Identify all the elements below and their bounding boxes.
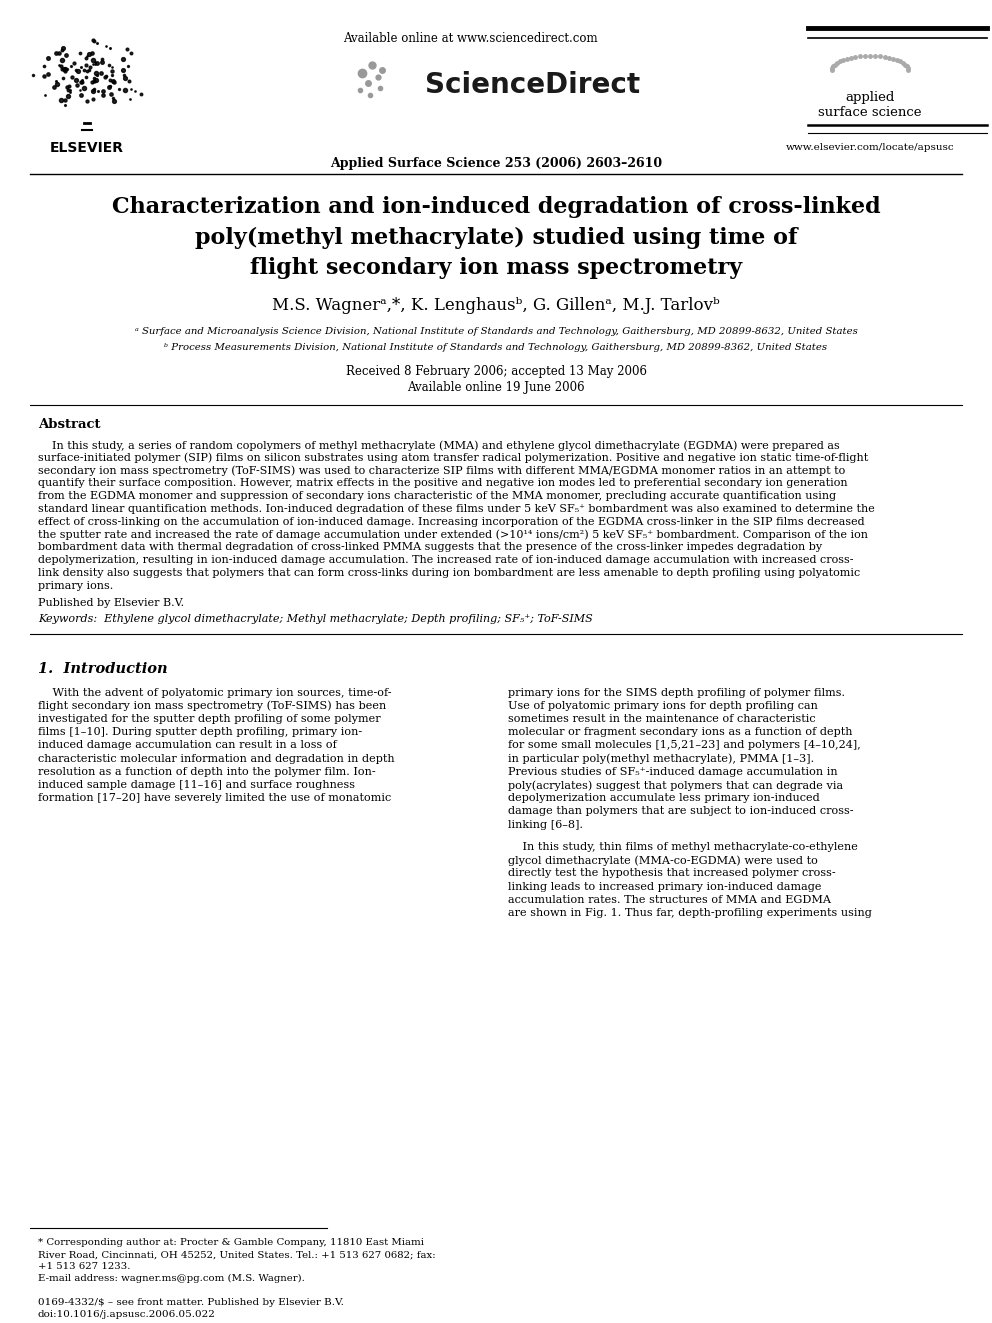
Text: Abstract: Abstract	[38, 418, 100, 431]
Text: molecular or fragment secondary ions as a function of depth: molecular or fragment secondary ions as …	[508, 728, 852, 737]
Text: poly(methyl methacrylate) studied using time of: poly(methyl methacrylate) studied using …	[194, 228, 798, 249]
Text: +1 513 627 1233.: +1 513 627 1233.	[38, 1262, 131, 1271]
Text: In this study, thin films of methyl methacrylate-co-ethylene: In this study, thin films of methyl meth…	[508, 841, 858, 852]
Text: * Corresponding author at: Procter & Gamble Company, 11810 East Miami: * Corresponding author at: Procter & Gam…	[38, 1238, 424, 1248]
Text: ScienceDirect: ScienceDirect	[425, 71, 640, 99]
Text: surface-initiated polymer (SIP) films on silicon substrates using atom transfer : surface-initiated polymer (SIP) films on…	[38, 452, 868, 463]
Text: With the advent of polyatomic primary ion sources, time-of-: With the advent of polyatomic primary io…	[38, 688, 392, 697]
Text: primary ions.: primary ions.	[38, 581, 113, 591]
Text: E-mail address: wagner.ms@pg.com (M.S. Wagner).: E-mail address: wagner.ms@pg.com (M.S. W…	[38, 1274, 305, 1283]
Text: ELSEVIER: ELSEVIER	[50, 142, 124, 155]
Text: formation [17–20] have severely limited the use of monatomic: formation [17–20] have severely limited …	[38, 794, 391, 803]
Text: link density also suggests that polymers that can form cross-links during ion bo: link density also suggests that polymers…	[38, 568, 860, 578]
Text: films [1–10]. During sputter depth profiling, primary ion-: films [1–10]. During sputter depth profi…	[38, 728, 362, 737]
Text: resolution as a function of depth into the polymer film. Ion-: resolution as a function of depth into t…	[38, 767, 376, 777]
Text: damage than polymers that are subject to ion-induced cross-: damage than polymers that are subject to…	[508, 807, 853, 816]
Text: 1.  Introduction: 1. Introduction	[38, 662, 168, 676]
Text: Published by Elsevier B.V.: Published by Elsevier B.V.	[38, 598, 185, 607]
Text: directly test the hypothesis that increased polymer cross-: directly test the hypothesis that increa…	[508, 868, 835, 878]
Text: linking leads to increased primary ion-induced damage: linking leads to increased primary ion-i…	[508, 881, 821, 892]
Text: Use of polyatomic primary ions for depth profiling can: Use of polyatomic primary ions for depth…	[508, 701, 817, 710]
Text: Applied Surface Science 253 (2006) 2603–2610: Applied Surface Science 253 (2006) 2603–…	[330, 156, 662, 169]
Text: sometimes result in the maintenance of characteristic: sometimes result in the maintenance of c…	[508, 714, 815, 724]
Text: from the EGDMA monomer and suppression of secondary ions characteristic of the M: from the EGDMA monomer and suppression o…	[38, 491, 836, 501]
Text: investigated for the sputter depth profiling of some polymer: investigated for the sputter depth profi…	[38, 714, 381, 724]
Text: ᵃ Surface and Microanalysis Science Division, National Institute of Standards an: ᵃ Surface and Microanalysis Science Divi…	[135, 328, 857, 336]
Text: Previous studies of SF₅⁺-induced damage accumulation in: Previous studies of SF₅⁺-induced damage …	[508, 767, 837, 777]
Text: Keywords:  Ethylene glycol dimethacrylate; Methyl methacrylate; Depth profiling;: Keywords: Ethylene glycol dimethacrylate…	[38, 614, 593, 623]
Text: ᵇ Process Measurements Division, National Institute of Standards and Technology,: ᵇ Process Measurements Division, Nationa…	[165, 344, 827, 352]
Text: induced damage accumulation can result in a loss of: induced damage accumulation can result i…	[38, 741, 336, 750]
Text: Characterization and ion-induced degradation of cross-linked: Characterization and ion-induced degrada…	[112, 196, 880, 218]
Text: in particular poly(methyl methacrylate), PMMA [1–3].: in particular poly(methyl methacrylate),…	[508, 754, 814, 765]
Text: River Road, Cincinnati, OH 45252, United States. Tel.: +1 513 627 0682; fax:: River Road, Cincinnati, OH 45252, United…	[38, 1250, 435, 1259]
Text: quantify their surface composition. However, matrix effects in the positive and : quantify their surface composition. Howe…	[38, 479, 847, 488]
Text: characteristic molecular information and degradation in depth: characteristic molecular information and…	[38, 754, 395, 763]
Text: applied: applied	[845, 91, 895, 105]
Text: are shown in Fig. 1. Thus far, depth-profiling experiments using: are shown in Fig. 1. Thus far, depth-pro…	[508, 908, 872, 918]
Text: secondary ion mass spectrometry (ToF-SIMS) was used to characterize SIP films wi: secondary ion mass spectrometry (ToF-SIM…	[38, 466, 845, 476]
Text: Available online 19 June 2006: Available online 19 June 2006	[407, 381, 585, 393]
Text: doi:10.1016/j.apsusc.2006.05.022: doi:10.1016/j.apsusc.2006.05.022	[38, 1310, 216, 1319]
Text: depolymerization, resulting in ion-induced damage accumulation. The increased ra: depolymerization, resulting in ion-induc…	[38, 556, 853, 565]
Text: primary ions for the SIMS depth profiling of polymer films.: primary ions for the SIMS depth profilin…	[508, 688, 845, 697]
Text: depolymerization accumulate less primary ion-induced: depolymerization accumulate less primary…	[508, 794, 819, 803]
Text: Received 8 February 2006; accepted 13 May 2006: Received 8 February 2006; accepted 13 Ma…	[345, 365, 647, 378]
Text: surface science: surface science	[818, 106, 922, 119]
Text: accumulation rates. The structures of MMA and EGDMA: accumulation rates. The structures of MM…	[508, 894, 831, 905]
Text: Available online at www.sciencedirect.com: Available online at www.sciencedirect.co…	[342, 32, 597, 45]
Text: 0169-4332/$ – see front matter. Published by Elsevier B.V.: 0169-4332/$ – see front matter. Publishe…	[38, 1298, 344, 1307]
Text: flight secondary ion mass spectrometry: flight secondary ion mass spectrometry	[250, 257, 742, 279]
Text: M.S. Wagnerᵃ,*, K. Lenghausᵇ, G. Gillenᵃ, M.J. Tarlovᵇ: M.S. Wagnerᵃ,*, K. Lenghausᵇ, G. Gillenᵃ…	[272, 296, 720, 314]
Text: flight secondary ion mass spectrometry (ToF-SIMS) has been: flight secondary ion mass spectrometry (…	[38, 701, 386, 712]
Text: bombardment data with thermal degradation of cross-linked PMMA suggests that the: bombardment data with thermal degradatio…	[38, 542, 822, 553]
Text: www.elsevier.com/locate/apsusc: www.elsevier.com/locate/apsusc	[786, 143, 954, 152]
Text: for some small molecules [1,5,21–23] and polymers [4–10,24],: for some small molecules [1,5,21–23] and…	[508, 741, 861, 750]
Text: linking [6–8].: linking [6–8].	[508, 820, 583, 830]
Text: standard linear quantification methods. Ion-induced degradation of these films u: standard linear quantification methods. …	[38, 504, 875, 515]
Text: In this study, a series of random copolymers of methyl methacrylate (MMA) and et: In this study, a series of random copoly…	[38, 441, 840, 451]
Text: poly(acrylates) suggest that polymers that can degrade via: poly(acrylates) suggest that polymers th…	[508, 781, 843, 791]
Text: glycol dimethacrylate (MMA-co-EGDMA) were used to: glycol dimethacrylate (MMA-co-EGDMA) wer…	[508, 855, 817, 865]
Text: induced sample damage [11–16] and surface roughness: induced sample damage [11–16] and surfac…	[38, 781, 355, 790]
Text: effect of cross-linking on the accumulation of ion-induced damage. Increasing in: effect of cross-linking on the accumulat…	[38, 517, 865, 527]
Text: the sputter rate and increased the rate of damage accumulation under extended (>: the sputter rate and increased the rate …	[38, 529, 868, 540]
